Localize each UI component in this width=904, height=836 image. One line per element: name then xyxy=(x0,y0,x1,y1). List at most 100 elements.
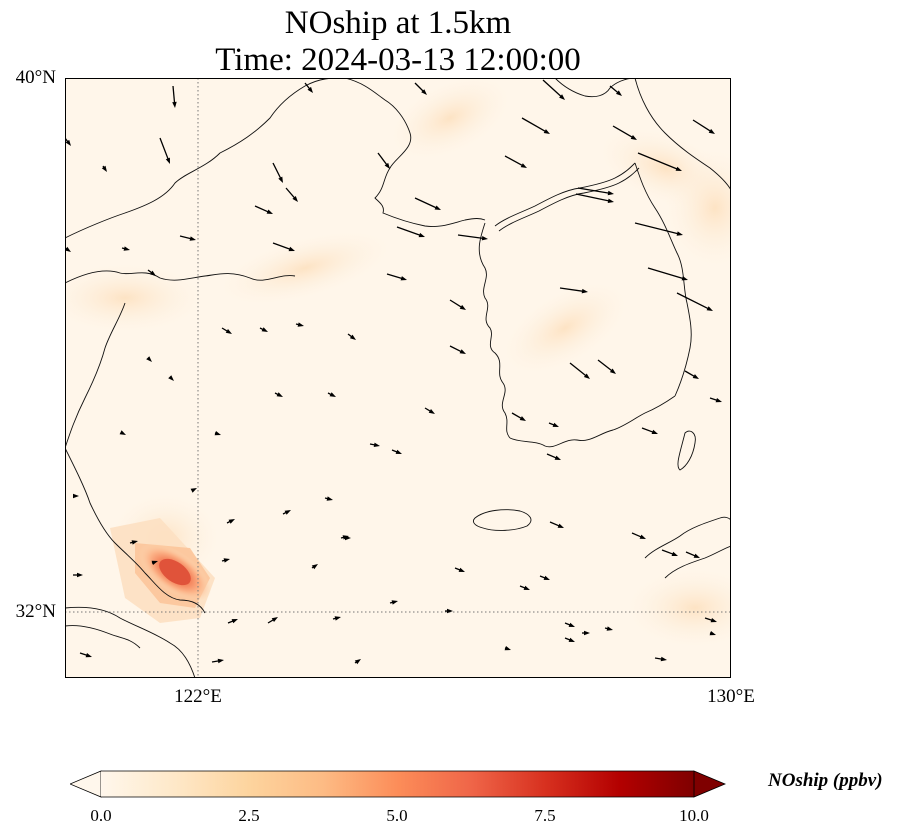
tsushima-island xyxy=(677,430,696,471)
wind-vector-arrowhead xyxy=(543,129,550,134)
wind-vector-arrowhead xyxy=(284,510,291,515)
wind-vector-shaft xyxy=(559,287,586,293)
coast-yangtze-mouth xyxy=(65,606,196,678)
colorbar-gradient xyxy=(101,771,694,797)
wind-vector-arrowhead xyxy=(709,631,716,636)
coastlines xyxy=(65,78,731,678)
coast-jiangsu xyxy=(65,302,126,449)
wind-vector-arrowhead xyxy=(606,626,613,631)
wind-vector-arrowhead xyxy=(146,356,152,362)
colorbar xyxy=(70,770,726,798)
wind-vector-arrowhead xyxy=(519,416,526,421)
colorbar-tick-10: 10.0 xyxy=(679,806,709,825)
wind-vector-arrowhead xyxy=(692,374,699,379)
wind-vector-arrowhead xyxy=(384,162,390,169)
wind-vector-arrowhead xyxy=(292,196,298,202)
wind-vector-arrowhead xyxy=(73,493,79,499)
wind-vector-arrowhead xyxy=(271,617,278,622)
wind-vector-arrowhead xyxy=(609,368,616,374)
wind-vector-arrowhead xyxy=(345,535,351,541)
wind-vector-arrowhead xyxy=(715,398,722,403)
coast-korea-east xyxy=(674,302,692,397)
lat-label-40n: 40°N xyxy=(15,67,56,88)
wind-vector-arrowhead xyxy=(400,276,407,281)
title-line-2: Time: 2024-03-13 12:00:00 xyxy=(215,42,581,78)
wind-vector-shaft xyxy=(647,267,686,280)
kyushu-coast xyxy=(644,516,731,559)
wind-vector-arrowhead xyxy=(710,618,717,623)
wind-vector-arrowhead xyxy=(616,90,622,96)
wind-vector-arrowhead xyxy=(706,306,713,311)
jeju-island xyxy=(472,509,532,531)
wind-vector-arrowhead xyxy=(581,288,588,294)
wind-vector-shaft xyxy=(676,292,711,311)
wind-vector-arrowhead xyxy=(151,560,158,565)
wind-vector-arrowhead xyxy=(65,246,71,252)
wind-vector-arrowhead xyxy=(354,659,361,665)
coast-korea-west xyxy=(478,222,511,439)
wind-vector-arrowhead xyxy=(288,246,295,252)
coast-northeast-russia xyxy=(554,78,636,98)
wind-vector-arrowhead xyxy=(326,496,333,501)
coast-yangtze-2 xyxy=(65,625,141,649)
wind-vector-shaft xyxy=(637,152,680,171)
wind-vector-arrowhead xyxy=(428,409,435,414)
map-border xyxy=(65,78,731,678)
wind-vector-arrowhead xyxy=(523,585,530,590)
wind-vector-shaft xyxy=(612,125,635,140)
wind-vector-arrowhead xyxy=(504,646,511,651)
wind-vector-arrowhead xyxy=(278,176,283,183)
wind-vector-arrowhead xyxy=(349,334,356,340)
colorbar-tick-2-5: 2.5 xyxy=(238,806,260,825)
coast-korea-north-border-2 xyxy=(498,167,640,232)
wind-vector-arrowhead xyxy=(373,442,380,447)
wind-vector-arrowhead xyxy=(311,564,318,570)
lon-label-122e: 122°E xyxy=(174,686,222,707)
wind-vector-arrowhead xyxy=(228,519,235,524)
wind-vector-arrowhead xyxy=(276,392,283,397)
wind-vector-arrowhead xyxy=(329,392,336,397)
wind-vector-arrowhead xyxy=(676,231,683,236)
wind-vector-arrowhead xyxy=(639,534,646,539)
wind-vector-arrowhead xyxy=(334,616,341,621)
wind-vector-arrowhead xyxy=(190,488,197,493)
wind-vector-arrowhead xyxy=(557,523,564,528)
wind-vector-shaft xyxy=(396,226,423,237)
lat-label-32n: 32°N xyxy=(15,601,56,622)
wind-vector-shaft xyxy=(692,119,713,133)
wind-vector-arrowhead xyxy=(559,94,565,100)
wind-vector-arrowhead xyxy=(395,449,402,454)
colorbar-extend-low xyxy=(70,770,102,798)
wind-vector-arrowhead xyxy=(421,89,427,95)
colorbar-tick-5: 5.0 xyxy=(386,806,408,825)
wind-vector-arrowhead xyxy=(660,656,667,662)
coast-liaodong xyxy=(344,78,486,227)
wind-vector-shaft xyxy=(521,117,548,134)
wind-vector-arrowhead xyxy=(172,101,177,108)
wind-vector-arrowhead xyxy=(77,572,83,578)
wind-vector-arrowhead xyxy=(607,198,614,203)
wind-vector-arrowhead xyxy=(434,205,441,210)
wind-vector-arrowhead xyxy=(568,622,575,627)
title-line-1: NOship at 1.5km xyxy=(284,5,512,41)
wind-vector-arrowhead xyxy=(168,375,174,381)
wind-vector-shaft xyxy=(569,362,589,378)
wind-vector-arrowhead xyxy=(261,327,268,332)
wind-vector-arrowhead xyxy=(459,349,466,354)
wind-vector-arrowhead xyxy=(189,236,196,241)
wind-vector-shaft xyxy=(457,234,486,240)
hotspot-shanghai xyxy=(110,518,215,623)
wind-vector-shaft xyxy=(504,155,525,168)
wind-vector-arrowhead xyxy=(266,209,273,214)
wind-vector-shaft xyxy=(159,137,170,162)
wind-vector-arrowhead xyxy=(584,630,590,636)
wind-vector-arrowhead xyxy=(217,658,224,664)
wind-vector-arrowhead xyxy=(391,600,398,605)
coast-far-east xyxy=(634,78,731,191)
warm-patches xyxy=(65,78,731,648)
wind-vector-arrowhead xyxy=(675,166,682,171)
wind-vector-shaft xyxy=(172,85,176,106)
wind-vector-arrowhead xyxy=(607,190,614,196)
coast-bohai-north xyxy=(65,78,346,239)
wind-vector-arrowhead xyxy=(543,575,550,580)
